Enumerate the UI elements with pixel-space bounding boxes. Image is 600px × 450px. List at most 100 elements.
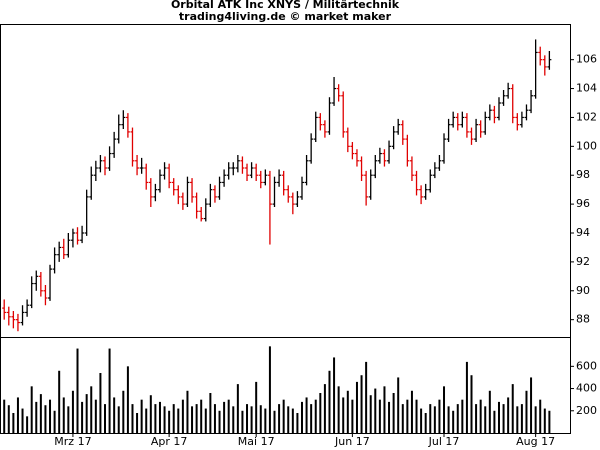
x-tick-label: Mai 17 bbox=[238, 435, 275, 448]
volume-bar bbox=[268, 346, 271, 433]
y-tick-label: 106 bbox=[576, 53, 597, 66]
volume-bar bbox=[520, 404, 523, 433]
volume-bar bbox=[310, 404, 313, 433]
volume-bar bbox=[236, 384, 239, 433]
volume-bar bbox=[314, 399, 317, 433]
volume-bar bbox=[369, 395, 372, 433]
volume-bar bbox=[488, 390, 491, 433]
volume-bar bbox=[154, 404, 157, 433]
volume-bar bbox=[85, 394, 88, 433]
volume-bar bbox=[94, 399, 97, 433]
y-tick-label: 102 bbox=[576, 110, 597, 123]
volume-bar bbox=[342, 397, 345, 433]
volume-bar bbox=[232, 406, 235, 433]
volume-bar bbox=[497, 401, 500, 433]
volume-bar bbox=[108, 348, 111, 433]
volume-bar bbox=[26, 416, 29, 433]
volume-bar bbox=[163, 406, 166, 433]
volume-bar bbox=[30, 386, 33, 433]
volume-bar bbox=[511, 384, 514, 433]
volume-bar bbox=[3, 399, 6, 433]
volume-bar bbox=[145, 408, 148, 433]
volume-bar bbox=[406, 399, 409, 433]
volume-bar bbox=[181, 399, 184, 433]
volume-bar bbox=[452, 410, 455, 433]
volume-bar bbox=[484, 406, 487, 433]
y-tick-label: 98 bbox=[576, 168, 590, 181]
y-tick-label: 104 bbox=[576, 82, 597, 95]
volume-bar bbox=[21, 408, 24, 433]
volume-bar bbox=[126, 366, 129, 433]
volume-bar bbox=[204, 408, 207, 433]
volume-bar bbox=[39, 394, 42, 433]
volume-bar bbox=[328, 370, 331, 433]
volume-bar bbox=[507, 397, 510, 433]
volume-bar bbox=[213, 404, 216, 433]
y2-tick-label: 600 bbox=[576, 359, 597, 372]
volume-bar bbox=[333, 357, 336, 433]
volume-bar bbox=[525, 390, 528, 433]
volume-bar bbox=[543, 408, 546, 433]
volume-bar bbox=[250, 406, 253, 433]
volume-bar bbox=[539, 399, 542, 433]
volume-bar bbox=[392, 393, 395, 433]
volume-bar bbox=[58, 370, 61, 433]
volume-bar bbox=[67, 406, 70, 433]
volume-bar bbox=[140, 399, 143, 433]
volume-bar bbox=[191, 406, 194, 433]
volume-bar bbox=[264, 408, 267, 433]
volume-bar bbox=[516, 406, 519, 433]
y-tick-label: 94 bbox=[576, 226, 590, 239]
volume-bar bbox=[186, 390, 189, 433]
y-tick-label: 92 bbox=[576, 255, 590, 268]
volume-frame bbox=[0, 337, 571, 434]
volume-bar bbox=[259, 405, 262, 433]
chart-subtitle: trading4living.de © market maker bbox=[179, 10, 392, 23]
volume-bar bbox=[383, 386, 386, 433]
volume-bar bbox=[282, 399, 285, 433]
volume-bar bbox=[168, 410, 171, 433]
volume-bar bbox=[53, 410, 56, 433]
volume-bar bbox=[177, 408, 180, 433]
volume-bar bbox=[424, 413, 427, 433]
volume-bar bbox=[246, 404, 249, 433]
x-tick-label: Jul 17 bbox=[428, 435, 460, 448]
volume-bar bbox=[401, 404, 404, 433]
volume-bar bbox=[443, 386, 446, 433]
volume-bar bbox=[122, 390, 125, 433]
volume-bar bbox=[319, 393, 322, 433]
volume-bar bbox=[355, 381, 358, 433]
volume-bar bbox=[337, 386, 340, 433]
volume-bar bbox=[12, 413, 15, 433]
volume-bar bbox=[493, 410, 496, 433]
volume-bar bbox=[300, 401, 303, 433]
volume-bar bbox=[456, 404, 459, 433]
volume-bar bbox=[378, 399, 381, 433]
y2-tick-label: 400 bbox=[576, 382, 597, 395]
volume-bar bbox=[273, 410, 276, 433]
volume-bar bbox=[44, 405, 47, 433]
volume-bar bbox=[158, 401, 161, 433]
volume-bar bbox=[117, 406, 120, 433]
volume-bar bbox=[278, 404, 281, 433]
x-tick-label: Aug 17 bbox=[516, 435, 555, 448]
volume-bar bbox=[305, 397, 308, 433]
volume-bar bbox=[465, 361, 468, 433]
y-tick-label: 100 bbox=[576, 139, 597, 152]
volume-bar bbox=[200, 399, 203, 433]
volume-bar bbox=[227, 399, 230, 433]
volume-bar bbox=[103, 404, 106, 433]
volume-bar bbox=[81, 401, 84, 433]
volume-bar bbox=[241, 410, 244, 433]
volume-bar bbox=[296, 413, 299, 433]
volume-bar bbox=[479, 399, 482, 433]
volume-bar bbox=[7, 405, 10, 433]
volume-bar bbox=[410, 390, 413, 433]
volume-bar bbox=[415, 399, 418, 433]
volume-bar bbox=[113, 397, 116, 433]
volume-bar bbox=[429, 404, 432, 433]
volume-bar bbox=[374, 388, 377, 433]
volume-bar bbox=[438, 399, 441, 433]
volume-bar bbox=[16, 397, 19, 433]
